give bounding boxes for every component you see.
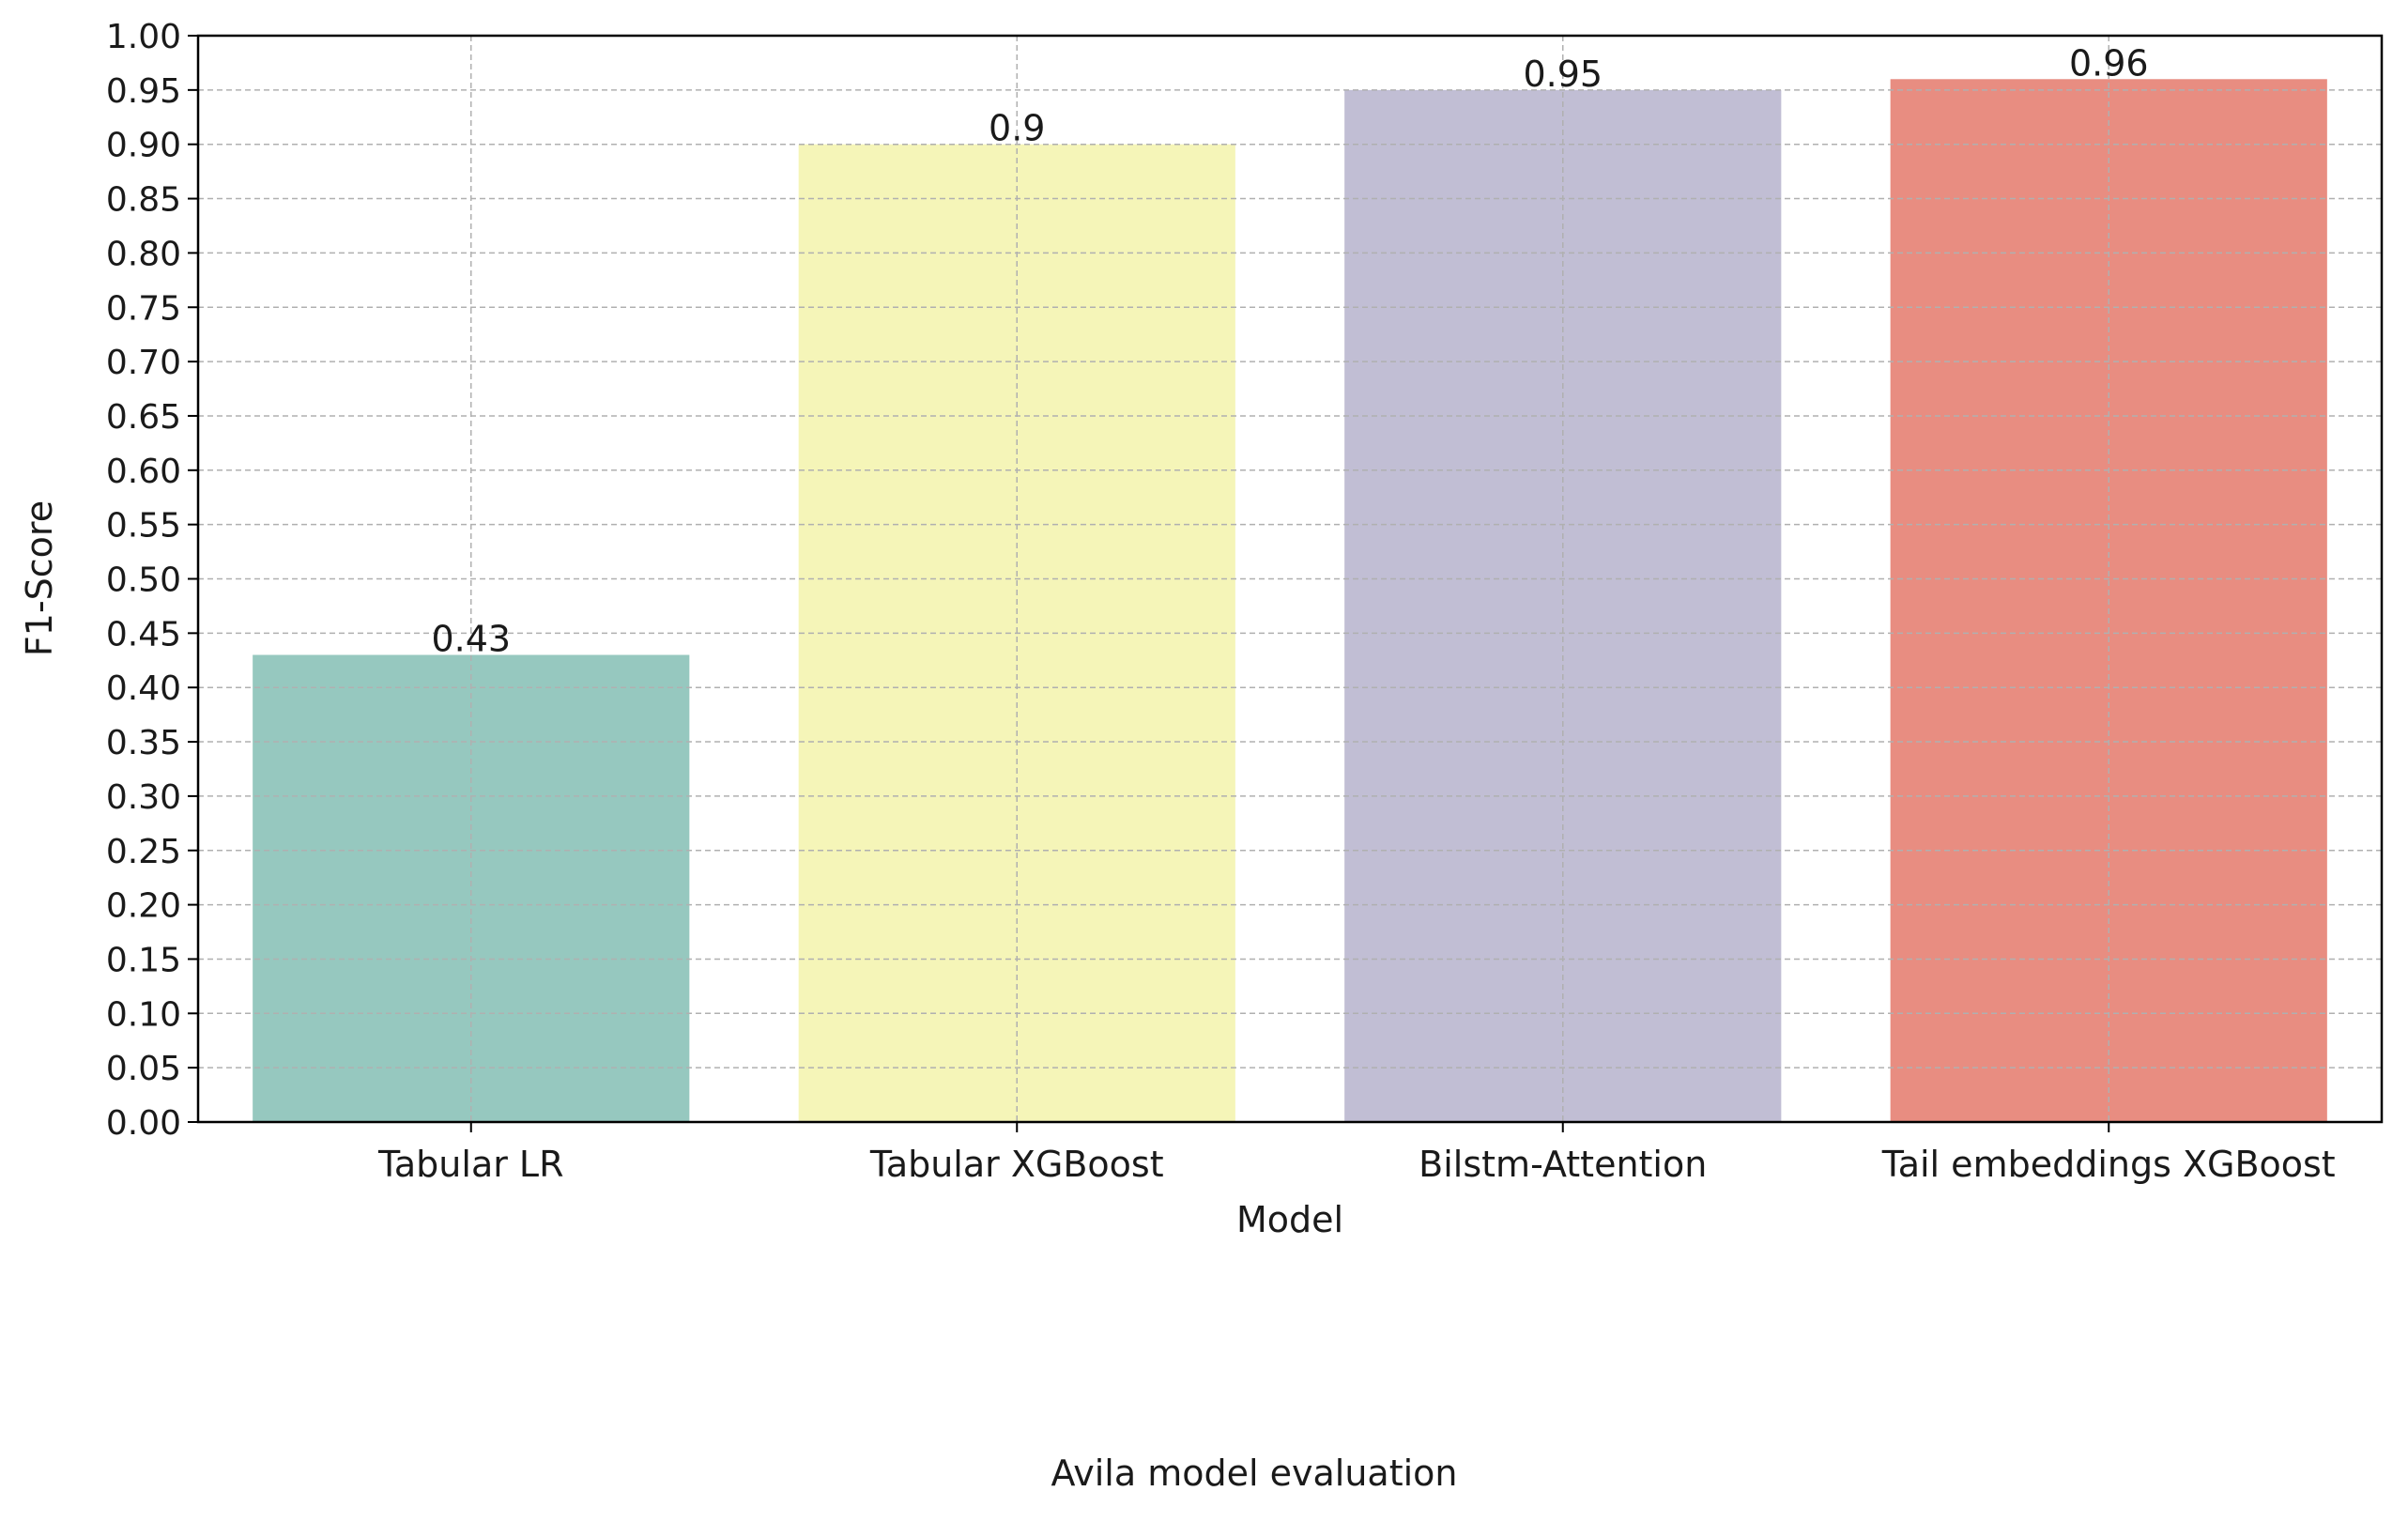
value-label-3: 0.96 bbox=[2069, 42, 2149, 84]
y-tick-label-2: 0.10 bbox=[106, 995, 181, 1034]
y-tick-label-12: 0.60 bbox=[106, 453, 181, 491]
y-tick-label-7: 0.35 bbox=[106, 724, 181, 762]
y-tick-label-19: 0.95 bbox=[106, 72, 181, 111]
x-axis-ticks: Tabular LR Tabular XGBoost Bilstm-Attentio… bbox=[377, 1122, 2336, 1185]
bars bbox=[253, 79, 2327, 1123]
grid bbox=[198, 35, 2382, 1123]
x-tick-label-3: Tail embeddings XGBoost bbox=[1881, 1144, 2336, 1185]
y-tick-label-0: 0.00 bbox=[106, 1104, 181, 1143]
chart-title: Avila model evaluation bbox=[1051, 1453, 1457, 1494]
x-axis-label: Model bbox=[1236, 1199, 1343, 1240]
y-tick-label-5: 0.25 bbox=[106, 833, 181, 871]
y-tick-label-3: 0.15 bbox=[106, 941, 181, 979]
y-axis-ticks: 0.00 0.05 0.10 0.15 0.20 0.25 0.30 0.35 0.40 0.45… bbox=[106, 18, 198, 1143]
y-tick-label-13: 0.65 bbox=[106, 398, 181, 437]
x-tick-label-1: Tabular XGBoost bbox=[869, 1144, 1164, 1185]
value-label-2: 0.95 bbox=[1523, 54, 1603, 95]
y-axis-label: F1-Score bbox=[19, 500, 60, 656]
y-tick-label-16: 0.80 bbox=[106, 235, 181, 273]
value-label-1: 0.9 bbox=[989, 108, 1045, 149]
value-label-0: 0.43 bbox=[431, 618, 511, 659]
y-tick-label-8: 0.40 bbox=[106, 669, 181, 708]
y-tick-label-9: 0.45 bbox=[106, 615, 181, 653]
value-labels: 0.43 0.9 0.95 0.96 bbox=[431, 42, 2148, 659]
y-tick-label-6: 0.30 bbox=[106, 778, 181, 817]
y-tick-label-14: 0.70 bbox=[106, 344, 181, 382]
y-tick-label-20: 1.00 bbox=[106, 18, 181, 56]
y-tick-label-17: 0.85 bbox=[106, 181, 181, 220]
y-tick-label-18: 0.90 bbox=[106, 127, 181, 165]
y-tick-label-1: 0.05 bbox=[106, 1050, 181, 1088]
y-tick-label-4: 0.20 bbox=[106, 887, 181, 926]
x-tick-label-0: Tabular LR bbox=[377, 1144, 564, 1185]
y-tick-label-11: 0.55 bbox=[106, 507, 181, 546]
x-tick-label-2: Bilstm-Attention bbox=[1419, 1144, 1707, 1185]
y-tick-label-15: 0.75 bbox=[106, 289, 181, 328]
y-tick-label-10: 0.50 bbox=[106, 561, 181, 600]
